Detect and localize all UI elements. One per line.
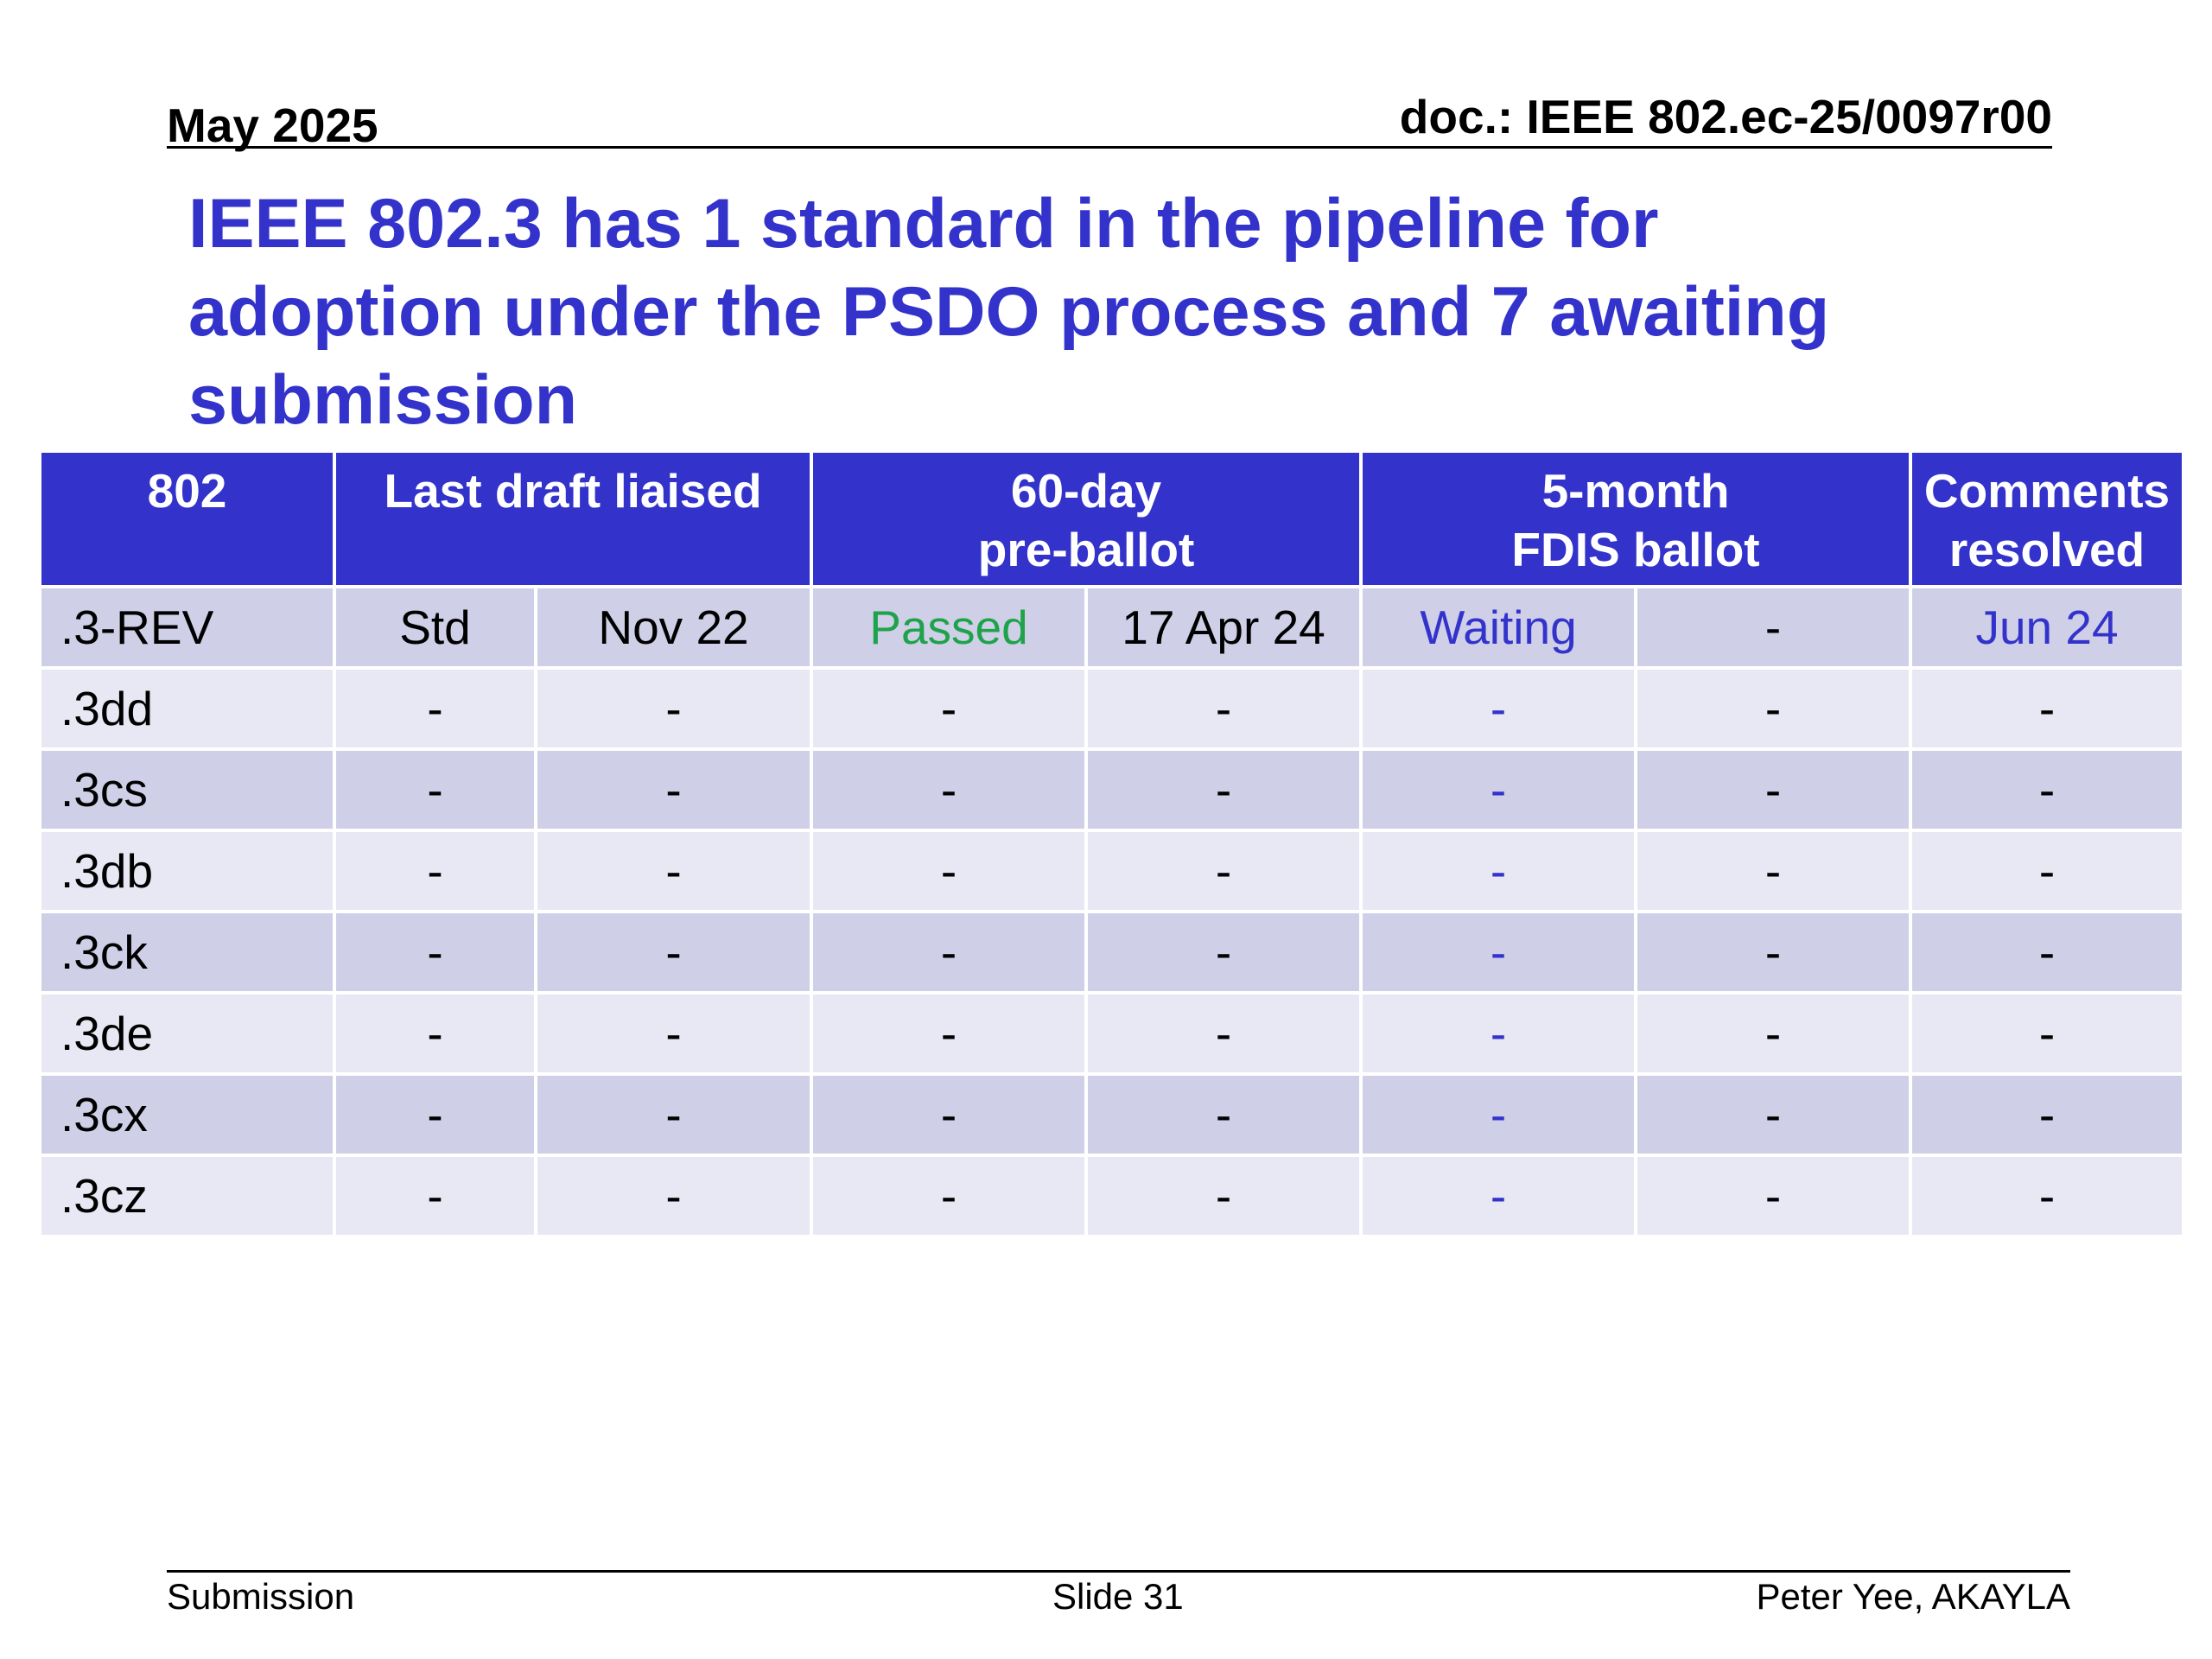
cell-draft-date: - xyxy=(533,910,814,995)
header-comments-resolved: Comments resolved xyxy=(1909,449,2186,588)
cell-comments-resolved: - xyxy=(1909,991,2186,1076)
cell-preballot-status: - xyxy=(810,1154,1089,1238)
cell-comments-resolved: Jun 24 xyxy=(1909,585,2186,670)
cell-comments-resolved: - xyxy=(1909,910,2186,995)
cell-preballot-date: 17 Apr 24 xyxy=(1084,585,1363,670)
cell-draft-date: - xyxy=(533,829,814,913)
footer-author: Peter Yee, AKAYLA xyxy=(1756,1576,2070,1617)
header-802: 802 xyxy=(38,449,336,588)
table-row: .3db - - - - - - - xyxy=(38,829,2186,913)
cell-draft-type: - xyxy=(333,666,537,751)
cell-fdis-status: - xyxy=(1359,1072,1638,1157)
cell-comments-resolved: - xyxy=(1909,666,2186,751)
cell-comments-resolved: - xyxy=(1909,747,2186,832)
cell-draft-type: - xyxy=(333,991,537,1076)
header-60-day-pre-ballot: 60-day pre-ballot xyxy=(810,449,1363,588)
cell-fdis-date: - xyxy=(1634,829,1913,913)
slide-title-line-2: adoption under the PSDO process and 7 aw… xyxy=(188,273,1830,351)
cell-fdis-date: - xyxy=(1634,666,1913,751)
slide-title: IEEE 802.3 has 1 standard in the pipelin… xyxy=(188,180,2133,444)
header-doc-id: doc.: IEEE 802.ec-25/0097r00 xyxy=(1399,90,2052,143)
cell-fdis-status: - xyxy=(1359,991,1638,1076)
cell-fdis-status: - xyxy=(1359,1154,1638,1238)
cell-standard: .3-REV xyxy=(38,585,336,670)
table-row: .3cx - - - - - - - xyxy=(38,1072,2186,1157)
cell-preballot-status: - xyxy=(810,747,1089,832)
cell-preballot-status: Passed xyxy=(810,585,1089,670)
cell-comments-resolved: - xyxy=(1909,1154,2186,1238)
cell-fdis-status: Waiting xyxy=(1359,585,1638,670)
cell-comments-resolved: - xyxy=(1909,829,2186,913)
footer-submission: Submission xyxy=(167,1576,355,1617)
header-date: May 2025 xyxy=(167,99,378,152)
cell-standard: .3cz xyxy=(38,1154,336,1238)
cell-fdis-date: - xyxy=(1634,747,1913,832)
cell-fdis-status: - xyxy=(1359,666,1638,751)
header-last-draft-liaised: Last draft liaised xyxy=(332,449,814,588)
cell-fdis-date: - xyxy=(1634,1154,1913,1238)
cell-draft-type: - xyxy=(333,1072,537,1157)
cell-comments-resolved: - xyxy=(1909,1072,2186,1157)
cell-preballot-status: - xyxy=(810,666,1089,751)
slide-title-line-1: IEEE 802.3 has 1 standard in the pipelin… xyxy=(188,185,1659,263)
cell-draft-date: Nov 22 xyxy=(533,585,814,670)
cell-draft-type: - xyxy=(333,1154,537,1238)
cell-fdis-date: - xyxy=(1634,910,1913,995)
cell-draft-type: - xyxy=(333,747,537,832)
cell-draft-type: - xyxy=(333,910,537,995)
cell-draft-type: Std xyxy=(333,585,537,670)
cell-preballot-date: - xyxy=(1084,991,1363,1076)
cell-standard: .3cx xyxy=(38,1072,336,1157)
cell-preballot-status: - xyxy=(810,829,1089,913)
cell-preballot-date: - xyxy=(1084,1154,1363,1238)
cell-standard: .3ck xyxy=(38,910,336,995)
table-row: .3-REV Std Nov 22 Passed 17 Apr 24 Waiti… xyxy=(38,585,2186,670)
table-row: .3dd - - - - - - - xyxy=(38,666,2186,751)
cell-standard: .3db xyxy=(38,829,336,913)
cell-fdis-date: - xyxy=(1634,585,1913,670)
table-header-row: 802 Last draft liaised 60-day pre-ballot… xyxy=(38,449,2186,588)
cell-standard: .3de xyxy=(38,991,336,1076)
cell-draft-date: - xyxy=(533,1154,814,1238)
header-5-month-fdis-ballot: 5-month FDIS ballot xyxy=(1359,449,1913,588)
cell-draft-date: - xyxy=(533,666,814,751)
cell-standard: .3cs xyxy=(38,747,336,832)
cell-fdis-status: - xyxy=(1359,829,1638,913)
table-row: .3de - - - - - - - xyxy=(38,991,2186,1076)
cell-fdis-status: - xyxy=(1359,747,1638,832)
cell-standard: .3dd xyxy=(38,666,336,751)
table-row: .3ck - - - - - - - xyxy=(38,910,2186,995)
cell-draft-type: - xyxy=(333,829,537,913)
cell-preballot-status: - xyxy=(810,1072,1089,1157)
cell-preballot-date: - xyxy=(1084,747,1363,832)
cell-fdis-date: - xyxy=(1634,1072,1913,1157)
cell-preballot-date: - xyxy=(1084,1072,1363,1157)
status-table: 802 Last draft liaised 60-day pre-ballot… xyxy=(38,449,2186,1238)
table-row: .3cs - - - - - - - xyxy=(38,747,2186,832)
footer-slide-number: Slide 31 xyxy=(1052,1576,1184,1617)
cell-fdis-status: - xyxy=(1359,910,1638,995)
slide-title-line-3: submission xyxy=(188,361,578,439)
cell-preballot-date: - xyxy=(1084,829,1363,913)
table-row: .3cz - - - - - - - xyxy=(38,1154,2186,1238)
cell-fdis-date: - xyxy=(1634,991,1913,1076)
footer-divider xyxy=(167,1570,2070,1573)
cell-draft-date: - xyxy=(533,1072,814,1157)
cell-preballot-date: - xyxy=(1084,666,1363,751)
cell-draft-date: - xyxy=(533,991,814,1076)
cell-preballot-status: - xyxy=(810,910,1089,995)
cell-preballot-status: - xyxy=(810,991,1089,1076)
cell-draft-date: - xyxy=(533,747,814,832)
cell-preballot-date: - xyxy=(1084,910,1363,995)
slide-header: May 2025 doc.: IEEE 802.ec-25/0097r00 xyxy=(167,93,2052,149)
